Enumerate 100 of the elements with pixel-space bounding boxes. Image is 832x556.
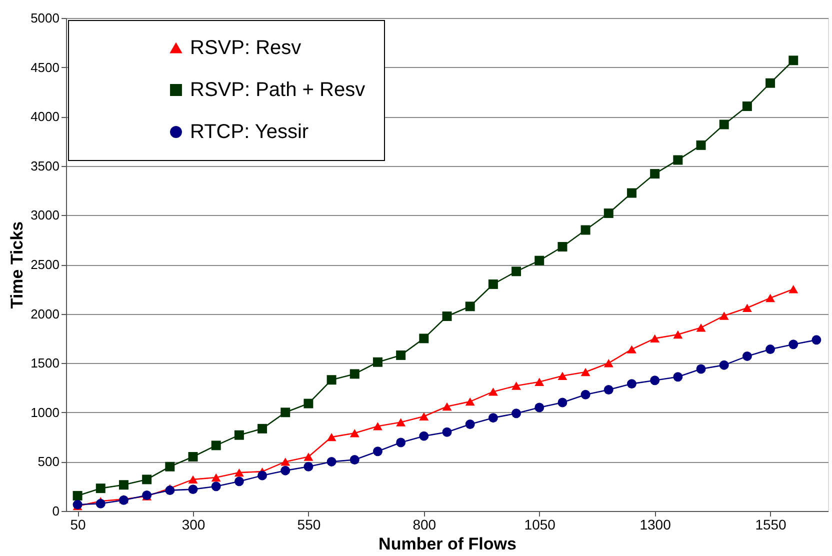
point [696,364,706,374]
point [512,408,522,418]
y-tick-label: 1000 [30,404,60,420]
legend-label: RSVP: Resv [190,37,302,59]
y-axis-title: Time Ticks [8,221,27,309]
point [465,420,475,429]
point [211,440,221,450]
point [188,475,198,484]
x-tick-label: 800 [412,516,436,532]
point [696,323,706,332]
point [673,330,683,339]
point [465,302,475,312]
point [442,402,452,411]
point [626,379,636,389]
point [512,382,522,390]
point [580,368,590,376]
y-tick-label: 1500 [30,356,60,371]
x-tick-label: 550 [297,516,321,532]
point [142,474,152,484]
point [626,188,636,198]
point [534,256,544,266]
point [604,384,614,394]
point [304,398,314,408]
point [258,424,268,434]
point [326,375,336,385]
point [396,418,406,426]
point [812,335,822,345]
point [442,312,452,322]
point [350,369,360,379]
y-tick-label: 4500 [30,60,60,75]
point [280,458,290,466]
y-tick-label: 5000 [30,10,60,26]
point [626,345,636,354]
y-tick-label: 0 [52,504,60,518]
x-tick-label: 50 [70,516,86,532]
y-tick-label: 2500 [30,257,60,272]
point [304,452,314,461]
point [719,360,729,370]
x-tick-label: 1550 [755,516,787,532]
point [696,140,706,150]
point [604,208,614,218]
point [534,402,544,412]
point [766,344,776,354]
point [766,78,776,88]
point [419,412,429,420]
point [558,372,568,380]
y-tick-label: 3500 [30,158,60,174]
point [742,351,752,361]
point [650,334,660,343]
x-tick-label: 1050 [524,516,556,532]
point [788,340,798,350]
point [372,446,382,456]
y-tick-label: 4000 [30,109,60,124]
point [534,378,544,386]
point [488,388,498,396]
point [350,454,360,464]
point [280,466,290,476]
point [165,462,175,472]
point [465,397,475,406]
point [673,372,683,382]
x-tick-label: 1300 [640,516,672,532]
point [96,498,106,508]
point [234,468,244,477]
point [188,452,198,462]
point [326,456,336,466]
point [396,350,406,360]
point [234,476,244,486]
point [580,225,590,235]
x-tick-label: 300 [182,516,206,532]
point [742,304,752,312]
point [258,470,268,480]
point [788,285,798,294]
legend-label: RSVP: Path + Resv [190,79,366,101]
point [580,390,590,400]
point [72,490,82,500]
point [96,484,106,494]
point [650,376,660,386]
point [419,431,429,441]
point [211,473,221,482]
point [512,266,522,276]
point [673,155,683,165]
point [788,56,798,66]
point [558,242,568,252]
point [396,438,406,448]
point [118,480,128,490]
y-tick-label: 3000 [30,208,60,223]
point [372,357,382,367]
point [419,334,429,344]
point [372,422,382,430]
point [488,413,498,423]
point [719,312,729,320]
legend-label: RTCP: Yessir [190,121,309,143]
point [766,294,776,302]
y-tick-label: 2000 [30,306,60,322]
point [304,462,314,472]
point [558,398,568,408]
point [234,430,244,440]
point [742,102,752,111]
y-tick-label: 500 [38,454,60,470]
point [350,429,360,438]
